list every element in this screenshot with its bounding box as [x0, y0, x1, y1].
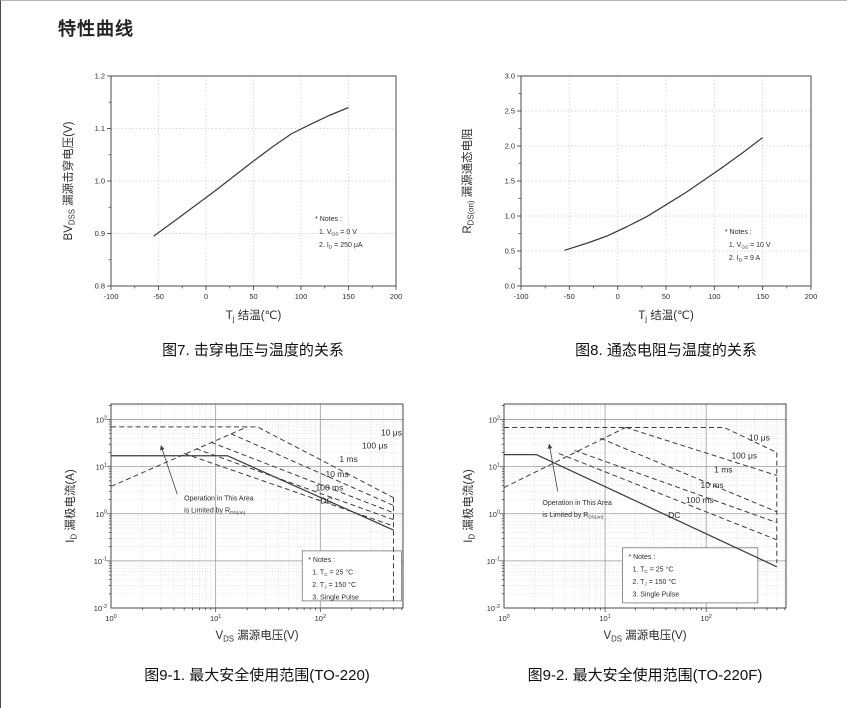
svg-text:2.0: 2.0 — [505, 142, 515, 151]
svg-text:1. TC = 25 °C: 1. TC = 25 °C — [312, 568, 353, 578]
svg-text:0.0: 0.0 — [505, 282, 515, 291]
svg-text:1.5: 1.5 — [505, 177, 515, 186]
svg-text:-100: -100 — [513, 292, 528, 301]
figure8-chart: -100 -50 0 50 100 150 200 0.0 0.5 1.0 1.5 2.0 2.5 3.0… — [460, 72, 818, 324]
svg-text:102: 102 — [315, 614, 326, 623]
svg-text:10 μs: 10 μs — [381, 427, 402, 437]
svg-text:ID 漏极电流(A): ID 漏极电流(A) — [63, 469, 79, 543]
svg-text:50: 50 — [249, 292, 257, 301]
svg-text:200: 200 — [390, 292, 403, 301]
svg-text:100 μs: 100 μs — [731, 450, 757, 460]
svg-text:1. TC = 25 °C: 1. TC = 25 °C — [632, 565, 673, 575]
svg-text:1.0: 1.0 — [95, 177, 105, 186]
svg-text:Tj 结温(℃): Tj 结温(℃) — [226, 308, 282, 324]
svg-text:-100: -100 — [103, 292, 118, 301]
svg-text:102: 102 — [700, 614, 711, 623]
svg-text:100: 100 — [105, 614, 116, 623]
svg-text:0.8: 0.8 — [95, 282, 105, 291]
svg-text:100 ms: 100 ms — [686, 495, 714, 505]
svg-text:101: 101 — [96, 462, 107, 471]
svg-text:100 μs: 100 μs — [362, 441, 388, 451]
svg-text:VDS 漏源电压(V): VDS 漏源电压(V) — [603, 628, 686, 644]
svg-text:100: 100 — [498, 614, 509, 623]
svg-text:102: 102 — [489, 415, 500, 424]
svg-text:1.1: 1.1 — [95, 124, 105, 133]
svg-text:150: 150 — [342, 292, 355, 301]
svg-text:50: 50 — [662, 292, 670, 301]
svg-text:0: 0 — [616, 292, 620, 301]
svg-text:102: 102 — [96, 415, 107, 424]
svg-text:3. Single Pulse: 3. Single Pulse — [312, 594, 359, 601]
svg-text:RDS(on) 漏源通态电阻: RDS(on) 漏源通态电阻 — [460, 128, 476, 234]
figure9-2-chart: 100 101 102 102 101 100 10-1 10-2 * Notes : 1. TC… — [461, 403, 787, 644]
svg-text:10 ms: 10 ms — [701, 480, 724, 490]
svg-text:2. TJ = 150 °C: 2. TJ = 150 °C — [632, 578, 676, 588]
svg-text:VDS 漏源电压(V): VDS 漏源电压(V) — [215, 628, 298, 644]
page-title: 特性曲线 — [58, 19, 134, 40]
svg-text:1 ms: 1 ms — [714, 465, 732, 475]
svg-text:3. Single Pulse: 3. Single Pulse — [632, 591, 679, 598]
svg-text:2. ID = 250 μA: 2. ID = 250 μA — [319, 242, 363, 251]
figure8-caption: 图8. 通态电阻与温度的关系 — [575, 342, 757, 359]
figure9-1-chart: 100 101 102 102 101 100 10-1 10-2 * Notes : 1. TC… — [63, 403, 404, 644]
svg-text:150: 150 — [756, 292, 769, 301]
svg-text:200: 200 — [805, 292, 818, 301]
svg-text:0.9: 0.9 — [95, 229, 105, 238]
svg-text:3.0: 3.0 — [505, 72, 515, 81]
svg-text:2.5: 2.5 — [505, 107, 515, 116]
svg-text:-50: -50 — [153, 292, 164, 301]
svg-text:101: 101 — [489, 462, 500, 471]
svg-text:10-1: 10-1 — [94, 557, 107, 566]
svg-text:1. VGS = 10 V: 1. VGS = 10 V — [729, 242, 771, 251]
figure7-chart: -100 -50 0 50 100 150 200 0.8 0.9 1.0 1.1 1.2 * Note… — [61, 72, 403, 324]
svg-text:10 ms: 10 ms — [325, 469, 348, 479]
figure7-caption: 图7. 击穿电压与温度的关系 — [162, 342, 344, 359]
svg-text:1.2: 1.2 — [95, 72, 105, 81]
svg-text:0: 0 — [204, 292, 208, 301]
svg-text:is Limited by RDS(on): is Limited by RDS(on) — [184, 508, 245, 517]
figure9-2-caption: 图9-2. 最大安全使用范围(TO-220F) — [527, 667, 763, 684]
svg-text:100 ms: 100 ms — [316, 483, 344, 493]
svg-text:Operation in This Area: Operation in This Area — [184, 496, 254, 503]
svg-text:DC: DC — [320, 496, 332, 506]
svg-text:100: 100 — [295, 292, 308, 301]
svg-text:2. ID = 9 A: 2. ID = 9 A — [729, 255, 761, 264]
svg-text:10 μs: 10 μs — [749, 432, 770, 442]
svg-text:101: 101 — [210, 614, 221, 623]
svg-text:* Notes :: * Notes : — [315, 216, 342, 223]
svg-text:-50: -50 — [564, 292, 575, 301]
svg-text:101: 101 — [599, 614, 610, 623]
svg-text:ID 漏极电流(A): ID 漏极电流(A) — [461, 469, 477, 543]
svg-text:Tj 结温(℃): Tj 结温(℃) — [638, 308, 694, 324]
svg-text:1. VGS = 0 V: 1. VGS = 0 V — [319, 229, 357, 238]
svg-text:100: 100 — [489, 510, 500, 519]
svg-text:Operation in This Area: Operation in This Area — [542, 500, 612, 507]
svg-text:1 ms: 1 ms — [339, 454, 357, 464]
svg-text:is Limited by RDS(on): is Limited by RDS(on) — [542, 512, 603, 521]
svg-text:100: 100 — [708, 292, 721, 301]
svg-text:100: 100 — [96, 510, 107, 519]
svg-text:* Notes :: * Notes : — [725, 229, 752, 236]
svg-text:* Notes :: * Notes : — [628, 554, 655, 561]
figure9-1-caption: 图9-1. 最大安全使用范围(TO-220) — [144, 667, 370, 684]
svg-text:0.5: 0.5 — [505, 247, 515, 256]
svg-text:10-1: 10-1 — [487, 557, 500, 566]
svg-text:10-2: 10-2 — [94, 604, 107, 613]
svg-text:10-2: 10-2 — [487, 604, 500, 613]
svg-text:DC: DC — [668, 510, 680, 520]
svg-text:* Notes :: * Notes : — [308, 557, 335, 564]
svg-text:2. TJ = 150 °C: 2. TJ = 150 °C — [312, 581, 356, 591]
svg-text:BVDSS 漏源击穿电压(V): BVDSS 漏源击穿电压(V) — [61, 121, 77, 240]
svg-text:1.0: 1.0 — [505, 212, 515, 221]
